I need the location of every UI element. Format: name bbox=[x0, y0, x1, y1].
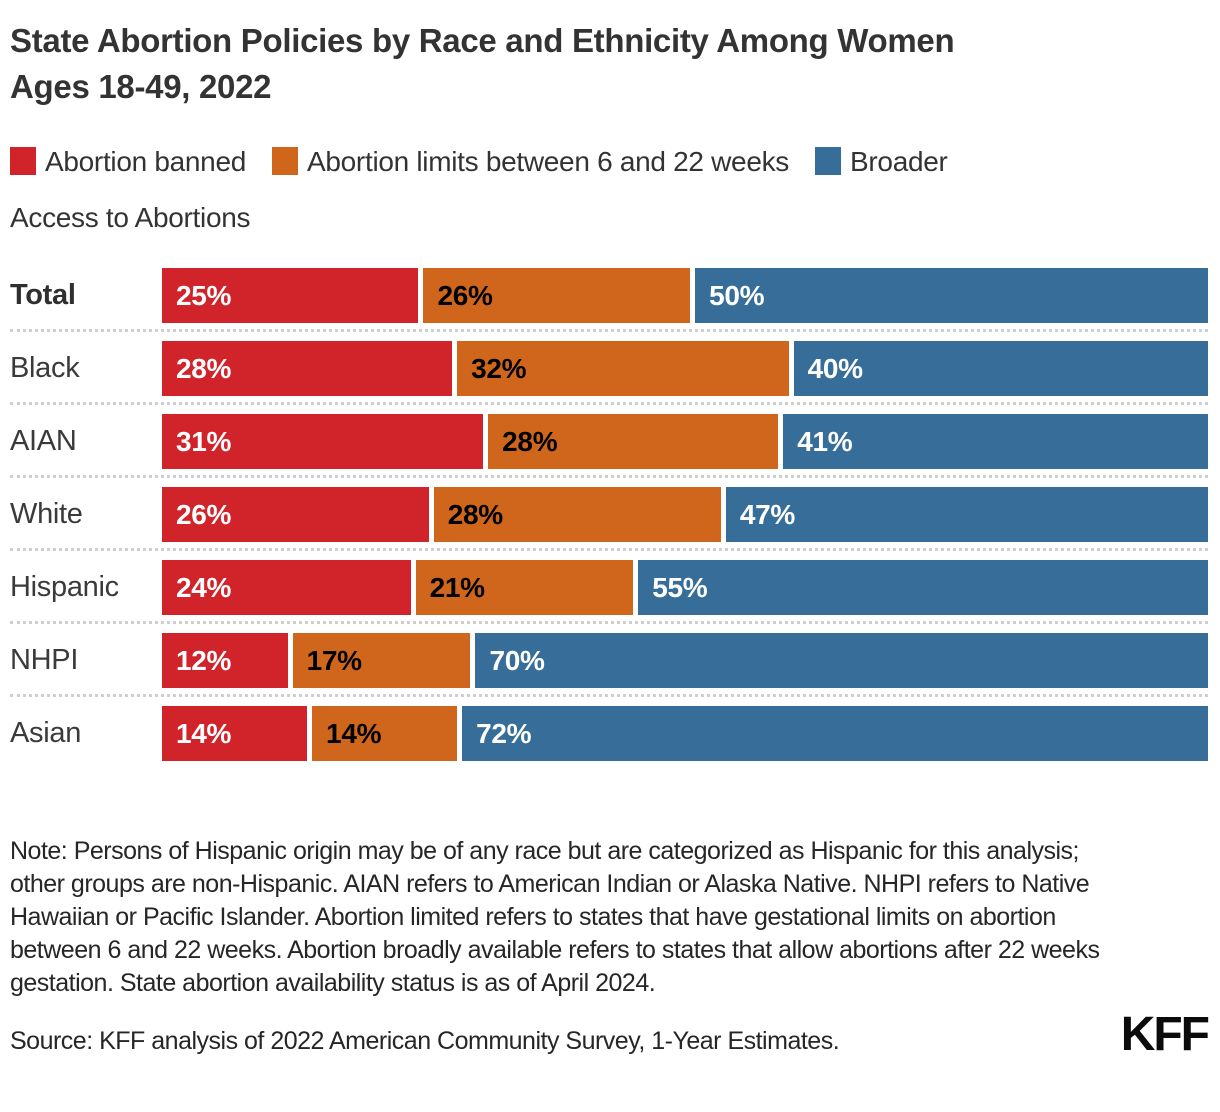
bar-segment: 28% bbox=[162, 341, 453, 396]
legend-item-label: Abortion banned bbox=[45, 146, 247, 177]
bar-segment: 26% bbox=[423, 268, 691, 323]
bar-segment: 72% bbox=[462, 706, 1209, 761]
bar-track: 31% 28% 41% bbox=[162, 414, 1208, 469]
bar-value-label: 28% bbox=[447, 498, 503, 530]
bar-segment: 26% bbox=[162, 487, 429, 542]
bar-segment: 12% bbox=[162, 633, 288, 688]
bar-track: 14% 14% 72% bbox=[162, 706, 1209, 761]
page-title: State Abortion Policies by Race and Ethn… bbox=[10, 18, 1208, 110]
chart-row: AIAN 31% 28% 41% bbox=[10, 414, 1208, 469]
category-label: Total bbox=[10, 279, 76, 311]
kff-logo: KFF bbox=[1120, 1008, 1210, 1061]
bar-value-label: 47% bbox=[739, 498, 796, 530]
bar-segment: 47% bbox=[725, 487, 1208, 542]
bar-value-label: 28% bbox=[502, 425, 558, 457]
bar-segment: 14% bbox=[312, 706, 458, 761]
chart-row: Hispanic 24% 21% 55% bbox=[10, 560, 1208, 615]
category-label: Hispanic bbox=[10, 571, 119, 603]
legend-item: Broader Access to Abortions bbox=[10, 146, 948, 233]
bar-value-label: 26% bbox=[176, 498, 232, 530]
chart-row: NHPI 12% 17% 70% bbox=[10, 633, 1209, 688]
legend-swatch-icon bbox=[815, 147, 842, 175]
bar-track: 12% 17% 70% bbox=[162, 633, 1209, 688]
bar-segment: 70% bbox=[475, 633, 1209, 688]
category-label: White bbox=[10, 498, 83, 530]
legend-swatch-icon bbox=[10, 147, 36, 175]
chart-row: Black 28% 32% 40% bbox=[10, 341, 1208, 396]
bar-value-label: 32% bbox=[471, 352, 527, 384]
bar-value-label: 28% bbox=[176, 352, 232, 384]
row-divider bbox=[10, 615, 1208, 624]
chart-row: Total 25% 26% 50% bbox=[10, 268, 1208, 323]
bar-value-label: 72% bbox=[476, 717, 532, 749]
row-divider bbox=[10, 469, 1208, 478]
legend-item: Abortion limits between 6 and 22 weeks bbox=[272, 146, 789, 177]
bar-value-label: 31% bbox=[176, 425, 232, 457]
category-label: Asian bbox=[10, 717, 82, 749]
note-text: Note: Persons of Hispanic origin may be … bbox=[10, 837, 1100, 997]
source-text: Source: KFF analysis of 2022 American Co… bbox=[10, 1027, 840, 1055]
bar-segment: 24% bbox=[162, 560, 411, 615]
bar-segment: 25% bbox=[162, 268, 419, 323]
legend-item: Abortion banned bbox=[10, 146, 246, 177]
bar-value-label: 24% bbox=[176, 571, 232, 603]
bar-segment: 55% bbox=[638, 560, 1208, 615]
bar-segment: 17% bbox=[292, 633, 471, 688]
bar-value-label: 25% bbox=[176, 279, 232, 311]
chart: Total 25% 26% 50% Black 28% 32% 40% AIAN 31% 28% 41… bbox=[10, 268, 1209, 761]
bar-value-label: 41% bbox=[797, 425, 853, 457]
bar-value-label: 55% bbox=[652, 571, 708, 603]
category-label: NHPI bbox=[10, 644, 79, 676]
bar-value-label: 12% bbox=[176, 644, 232, 676]
bar-value-label: 17% bbox=[306, 644, 362, 676]
bar-segment: 50% bbox=[695, 268, 1208, 323]
bar-track: 26% 28% 47% bbox=[162, 487, 1208, 542]
bar-value-label: 40% bbox=[807, 352, 863, 384]
category-label: AIAN bbox=[10, 425, 77, 457]
bar-track: 24% 21% 55% bbox=[162, 560, 1208, 615]
bar-value-label: 26% bbox=[437, 279, 493, 311]
bar-value-label: 50% bbox=[709, 279, 765, 311]
category-label: Black bbox=[10, 352, 80, 384]
bar-value-label: 21% bbox=[429, 571, 485, 603]
bar-track: 28% 32% 40% bbox=[162, 341, 1208, 396]
legend-item-label: Abortion limits between 6 and 22 weeks bbox=[307, 146, 790, 177]
bar-track: 25% 26% 50% bbox=[162, 268, 1208, 323]
bar-value-label: 70% bbox=[489, 644, 545, 676]
bar-value-label: 14% bbox=[176, 717, 232, 749]
bar-segment: 14% bbox=[162, 706, 308, 761]
bar-segment: 40% bbox=[793, 341, 1208, 396]
row-divider bbox=[10, 396, 1208, 405]
row-divider bbox=[10, 323, 1208, 332]
bar-value-label: 14% bbox=[326, 717, 382, 749]
legend: Abortion banned Abortion limits between 6… bbox=[10, 134, 1208, 246]
legend-swatch-icon bbox=[272, 147, 299, 175]
bar-segment: 28% bbox=[433, 487, 721, 542]
bar-segment: 21% bbox=[415, 560, 634, 615]
bar-segment: 28% bbox=[488, 414, 779, 469]
row-divider bbox=[10, 542, 1208, 551]
legend-item-label: Broader Access to Abortions bbox=[10, 146, 948, 233]
chart-row: Asian 14% 14% 72% bbox=[10, 706, 1209, 761]
bar-segment: 41% bbox=[783, 414, 1208, 469]
bar-segment: 31% bbox=[162, 414, 484, 469]
source-row: Source: KFF analysis of 2022 American Co… bbox=[10, 1008, 1210, 1061]
chart-row: White 26% 28% 47% bbox=[10, 487, 1208, 542]
page-title-line1: State Abortion Policies by Race and Ethn… bbox=[10, 22, 955, 59]
page-title-line2: Ages 18-49, 2022 bbox=[10, 68, 272, 105]
row-divider bbox=[10, 688, 1208, 697]
bar-segment: 32% bbox=[457, 341, 789, 396]
